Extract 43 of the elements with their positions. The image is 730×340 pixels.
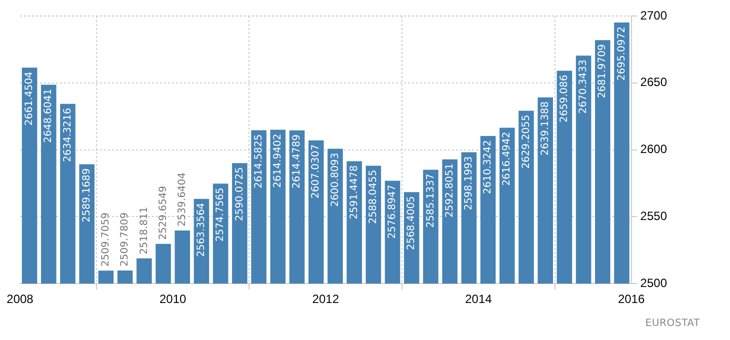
y-tick-label: 2500 — [640, 276, 668, 290]
data-label: 2634.3216 — [62, 108, 74, 162]
x-tick-label: 2008 — [6, 292, 34, 306]
data-label: 2639.1388 — [540, 101, 551, 156]
data-label: 2585.1337 — [425, 174, 436, 228]
data-label: 2588.0455 — [368, 170, 380, 224]
data-label: 2661.4504 — [24, 72, 36, 126]
data-label: 2539.6404 — [176, 172, 188, 227]
data-label: 2591.4478 — [348, 165, 360, 220]
data-label: 2568.4005 — [406, 196, 418, 250]
data-label: 2518.811 — [138, 206, 150, 254]
text: EUROSTAT — [645, 318, 700, 329]
data-label: 2589.1689 — [81, 168, 92, 222]
x-tick-label: 2012 — [312, 292, 340, 306]
data-label: 2614.5825 — [253, 134, 264, 188]
data-label: 2616.4942 — [502, 132, 513, 186]
data-label: 2592.8051 — [444, 163, 456, 218]
data-label: 2614.4789 — [292, 134, 303, 189]
data-label: 2563.3564 — [196, 202, 208, 257]
data-label: 2598.1993 — [464, 156, 475, 210]
data-label: 2610.3242 — [482, 140, 494, 194]
x-tick-label: 2014 — [465, 292, 492, 306]
data-label: 2629.2055 — [520, 114, 532, 169]
data-label: 2529.6549 — [158, 186, 169, 240]
x-tick-label: 2016 — [618, 292, 645, 306]
data-label: 2681.9709 — [597, 44, 608, 98]
data-label: 2509.7809 — [120, 212, 131, 267]
data-label: 2574.7565 — [215, 188, 226, 242]
data-label: 2659.086 — [559, 74, 570, 122]
y-tick-label: 2650 — [640, 75, 668, 90]
x-tick-label: 2010 — [159, 292, 186, 306]
y-tick-label: 2600 — [640, 142, 668, 156]
data-label: 2607.0307 — [310, 144, 322, 198]
data-label: 2695.0972 — [616, 26, 628, 81]
y-tick-label: 2700 — [640, 8, 668, 22]
data-label: 2590.0725 — [234, 167, 246, 222]
y-tick-label: 2550 — [640, 209, 668, 224]
data-label: 2509.7059 — [100, 212, 112, 267]
data-label: 2600.8093 — [330, 152, 341, 207]
data-label: 2576.8947 — [387, 184, 398, 239]
data-label: 2670.3433 — [578, 60, 590, 114]
data-label: 2614.9402 — [272, 134, 284, 188]
data-label: 2648.6041 — [43, 88, 54, 143]
